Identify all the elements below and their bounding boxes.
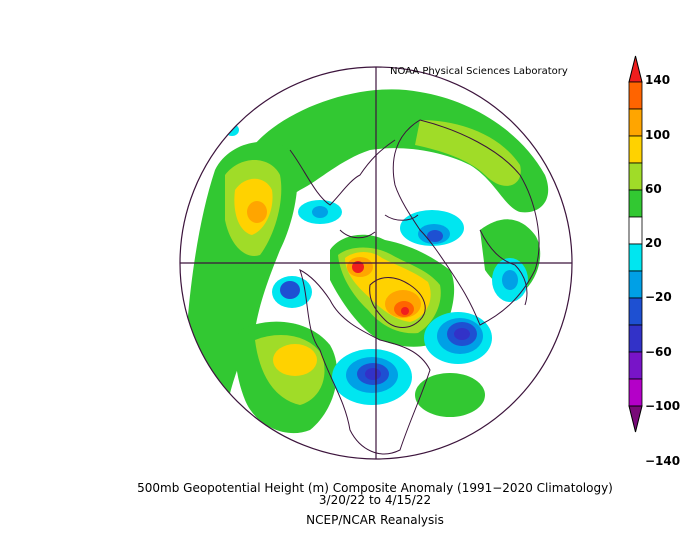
colorbar-label-m100: −100 [645, 399, 681, 413]
caption-title: 500mb Geopotential Height (m) Composite … [137, 481, 613, 495]
colorbar-swatch [628, 243, 643, 272]
anomaly-green-atlantic [415, 373, 485, 417]
anomaly-darkblue-scandinavia [454, 328, 470, 340]
colorbar-bottom-arrow [628, 405, 643, 433]
coastlines [289, 119, 540, 455]
colorbar-label-60: 60 [645, 182, 662, 196]
anomaly-orange-pacific [247, 201, 267, 223]
anomaly-darkblue-east-na [365, 368, 381, 380]
colorbar-label-m140: −140 [645, 454, 681, 468]
coastline-eurasia [392, 119, 540, 326]
coastline-europe [479, 229, 528, 306]
colorbar-label-140: 140 [645, 73, 671, 87]
anomaly-blue-gulf-alaska [280, 281, 300, 299]
coastline-north-america [299, 269, 431, 455]
anomaly-blue-siberia [427, 230, 443, 242]
anomaly-yellow-westcoast [273, 344, 317, 376]
colorbar-swatch [628, 324, 643, 353]
colorbar-swatch [628, 378, 643, 407]
colorbar-swatch [628, 351, 643, 380]
colorbar-swatch [628, 216, 643, 245]
colorbar-swatch [628, 108, 643, 137]
colorbar-swatch [628, 189, 643, 218]
anomaly-lime-north [415, 120, 521, 186]
colorbar-swatch [628, 135, 643, 164]
anomaly-lightblue-bering [312, 206, 328, 218]
colorbar-swatch [628, 297, 643, 326]
colorbar-label-20: 20 [645, 236, 662, 250]
lab-credit: NOAA Physical Sciences Laboratory [390, 66, 568, 77]
colorbar-label-m60: −60 [645, 345, 672, 359]
caption-source: NCEP/NCAR Reanalysis [306, 513, 444, 527]
coastline-asia-east [289, 139, 396, 206]
caption-dates: 3/20/22 to 4/15/22 [318, 493, 432, 507]
colorbar-top-arrow [628, 55, 643, 83]
anomaly-field [180, 67, 572, 459]
coastline-arctic-islands [339, 214, 419, 239]
colorbar-label-100: 100 [645, 128, 671, 142]
anomaly-green-north [250, 89, 549, 213]
anomaly-red-central-b [401, 307, 409, 315]
colorbar-label-m20: −20 [645, 290, 672, 304]
colorbar-swatch [628, 81, 643, 110]
colorbar [628, 55, 643, 433]
anomaly-red-central-a [352, 261, 364, 273]
colorbar-swatch [628, 270, 643, 299]
colorbar-swatch [628, 162, 643, 191]
coastline-greenland [369, 277, 426, 328]
anomaly-lightblue-europe [502, 270, 518, 290]
